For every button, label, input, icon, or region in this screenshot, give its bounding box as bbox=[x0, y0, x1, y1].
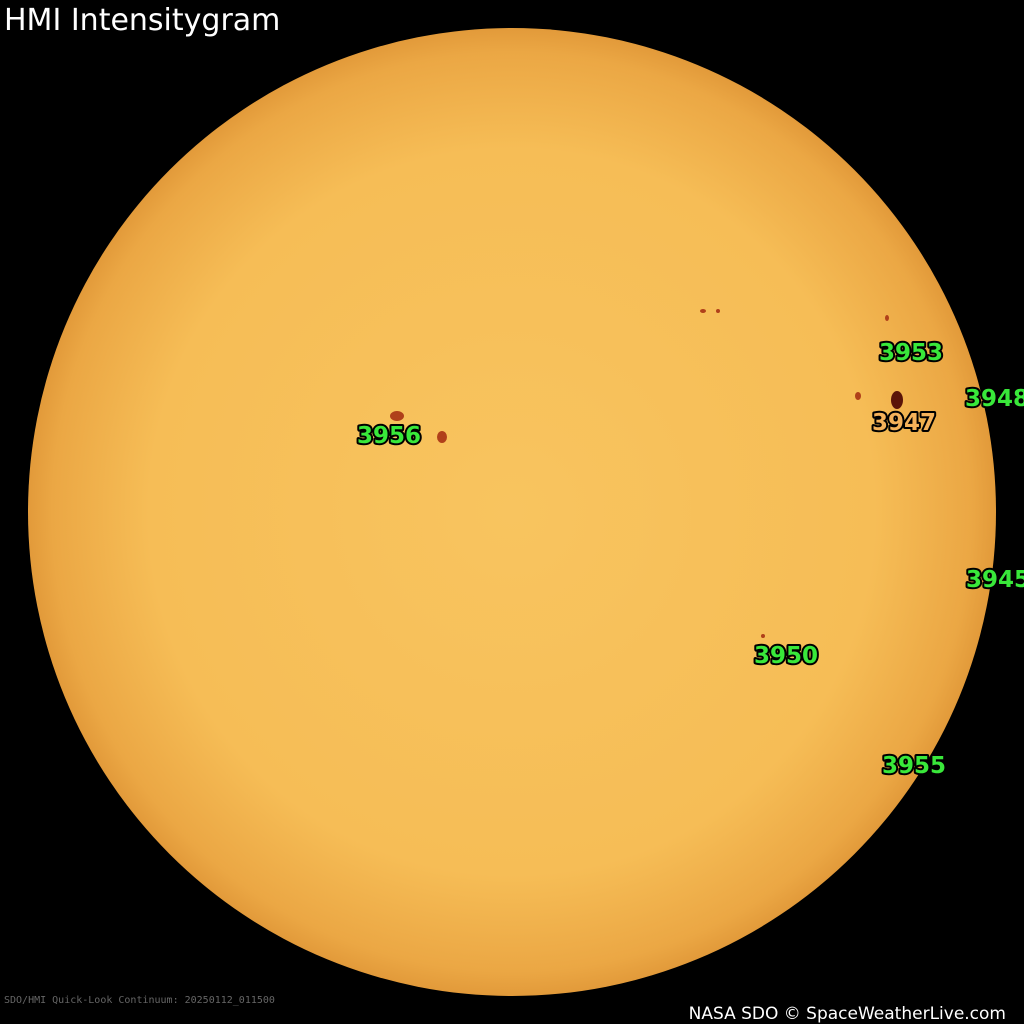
region-label: 3953 bbox=[879, 340, 943, 366]
credit: NASA SDO © SpaceWeatherLive.com bbox=[689, 1004, 1006, 1024]
region-label: 3945 bbox=[966, 567, 1024, 593]
sun-disc bbox=[28, 28, 996, 996]
title: HMI Intensitygram bbox=[4, 3, 280, 38]
sunspot bbox=[761, 634, 765, 638]
sunspot bbox=[437, 431, 447, 443]
sunspot bbox=[700, 309, 706, 313]
sunspot bbox=[891, 391, 903, 409]
sunspot bbox=[716, 309, 720, 313]
region-label: 3950 bbox=[754, 643, 818, 669]
region-label: 3955 bbox=[882, 753, 946, 779]
sunspot bbox=[885, 315, 889, 321]
region-label: 3956 bbox=[357, 423, 421, 449]
sunspot bbox=[390, 411, 404, 421]
sunspot bbox=[855, 392, 861, 400]
caption: SDO/HMI Quick-Look Continuum: 20250112_0… bbox=[4, 995, 275, 1006]
region-label: 3948 bbox=[965, 386, 1024, 412]
region-label: 3947 bbox=[872, 410, 936, 436]
sunspots bbox=[390, 309, 903, 638]
